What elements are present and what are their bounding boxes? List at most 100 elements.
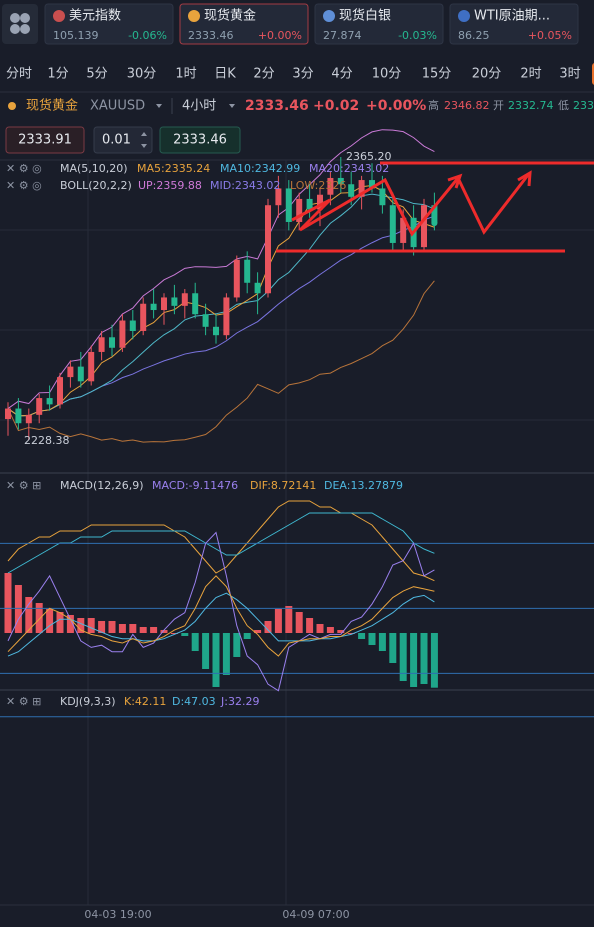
svg-text:✕ ⚙ ⊞: ✕ ⚙ ⊞ xyxy=(6,479,41,492)
ticker-price: 27.874 xyxy=(323,29,362,42)
candle-body xyxy=(15,408,22,424)
kdj.k-line xyxy=(7,575,435,657)
period-tab[interactable]: 15分 xyxy=(422,67,452,82)
candle-body xyxy=(369,180,375,189)
candle-body xyxy=(5,408,11,420)
time-label: 04-09 07:00 xyxy=(282,908,349,921)
candle-body xyxy=(358,180,365,197)
legend-ma10: MA10:2342.99 xyxy=(220,162,300,175)
candle-body xyxy=(285,188,292,222)
period-tab[interactable]: 1时 xyxy=(175,67,196,82)
period-tab[interactable]: 日K xyxy=(214,67,236,82)
macd-bar xyxy=(160,630,168,633)
macd-bar xyxy=(118,624,126,633)
candle-body xyxy=(119,320,126,348)
macd-bar xyxy=(222,633,230,675)
macd-bar xyxy=(295,612,303,633)
macd-bar xyxy=(202,633,210,669)
lots-spinner[interactable] xyxy=(141,132,147,148)
boll-lower xyxy=(7,280,435,443)
sell-button[interactable] xyxy=(5,126,85,154)
buy-button[interactable] xyxy=(159,126,241,154)
ticker-card[interactable] xyxy=(44,3,174,45)
period-tab[interactable]: 3时 xyxy=(559,67,580,82)
legend-dea: DEA:13.27879 xyxy=(324,479,403,492)
macd-bar xyxy=(4,573,12,633)
gold-icon xyxy=(8,102,16,110)
candle-body xyxy=(181,293,188,306)
period-tab[interactable]: 10分 xyxy=(372,67,402,82)
candle-body xyxy=(57,377,63,405)
candle-body xyxy=(46,398,53,405)
candle-body xyxy=(348,184,355,197)
legend-title: BOLL(20,2,2) xyxy=(60,179,132,192)
macd-bar xyxy=(399,633,407,681)
boll-legend: ✕ ⚙ ◎ BOLL(20,2,2) UP:2359.88 MID:2343.0… xyxy=(6,179,346,192)
ticker-card[interactable] xyxy=(314,3,444,45)
ticker-name: 现货黄金 xyxy=(204,8,256,24)
low-label: 低 xyxy=(558,99,569,112)
macd-chart xyxy=(4,500,438,688)
menu-icon xyxy=(10,13,30,34)
candle-body xyxy=(171,297,178,306)
macd-bar xyxy=(368,633,376,645)
macd-bar xyxy=(139,627,147,633)
menu-button[interactable] xyxy=(2,4,38,44)
change: +0.02 xyxy=(313,98,359,114)
period-tab[interactable]: 30分 xyxy=(127,67,157,82)
macd-bar xyxy=(77,618,85,633)
period-tab[interactable]: 2分 xyxy=(253,67,274,82)
candle-body xyxy=(140,303,147,331)
legend-dif: DIF:8.72141 xyxy=(250,479,316,492)
period-tab[interactable]: 1分 xyxy=(47,67,68,82)
main-chart xyxy=(5,129,438,443)
candle-body xyxy=(244,259,251,283)
ticker-change: +0.05% xyxy=(528,29,572,42)
macd-bar xyxy=(243,633,251,639)
macd-bar xyxy=(430,633,438,688)
legend-up: UP:2359.88 xyxy=(138,179,202,192)
macd-bar xyxy=(46,609,54,633)
macd-bar xyxy=(347,633,355,634)
macd-bar xyxy=(98,621,106,633)
candle-body xyxy=(327,177,334,195)
ticker-change: +0.00% xyxy=(258,29,302,42)
period-tab[interactable]: 4分 xyxy=(331,67,352,82)
kdj-chart xyxy=(0,531,594,718)
macd-bar xyxy=(66,615,74,633)
kdj-legend: ✕ ⚙ ⊞ KDJ(9,3,3) K:42.11 D:47.03 J:32.29 xyxy=(6,695,259,708)
macd-bar xyxy=(87,618,95,633)
lots-input[interactable] xyxy=(93,126,153,154)
candle-body xyxy=(161,297,167,311)
period-tab[interactable]: 20分 xyxy=(472,67,502,82)
macd-bar xyxy=(35,603,43,633)
ticker-price: 2333.46 xyxy=(188,29,234,42)
macd-bar xyxy=(389,633,397,663)
period-tab[interactable]: 分时 xyxy=(6,67,32,82)
period-tab[interactable]: 2时 xyxy=(520,67,541,82)
period-tab[interactable]: 3分 xyxy=(292,67,313,82)
macd-bar xyxy=(150,627,158,633)
period-tab[interactable]: 5分 xyxy=(86,67,107,82)
grid xyxy=(0,160,594,905)
macd-bar xyxy=(56,612,64,633)
candle-body xyxy=(223,297,230,336)
macd-bar xyxy=(306,618,314,633)
candle-body xyxy=(213,326,219,336)
macd-bar xyxy=(181,633,189,636)
change-pct: +0.00% xyxy=(366,98,426,114)
open: 2332.74 xyxy=(508,99,554,112)
ticker-icon xyxy=(53,10,65,22)
ticker-card[interactable] xyxy=(179,3,309,45)
candle-body xyxy=(317,194,323,210)
candle-body xyxy=(77,366,84,382)
candle-body xyxy=(233,259,240,298)
candle-body xyxy=(265,205,271,294)
interval[interactable]: 4小时 xyxy=(182,99,216,114)
candle-body xyxy=(202,314,209,327)
kdj.j-line xyxy=(7,531,435,692)
instrument-symbol[interactable]: XAUUSD xyxy=(90,99,145,114)
ticker-icon xyxy=(323,10,335,22)
ticker-card[interactable] xyxy=(449,3,579,45)
candle-body xyxy=(379,188,386,206)
